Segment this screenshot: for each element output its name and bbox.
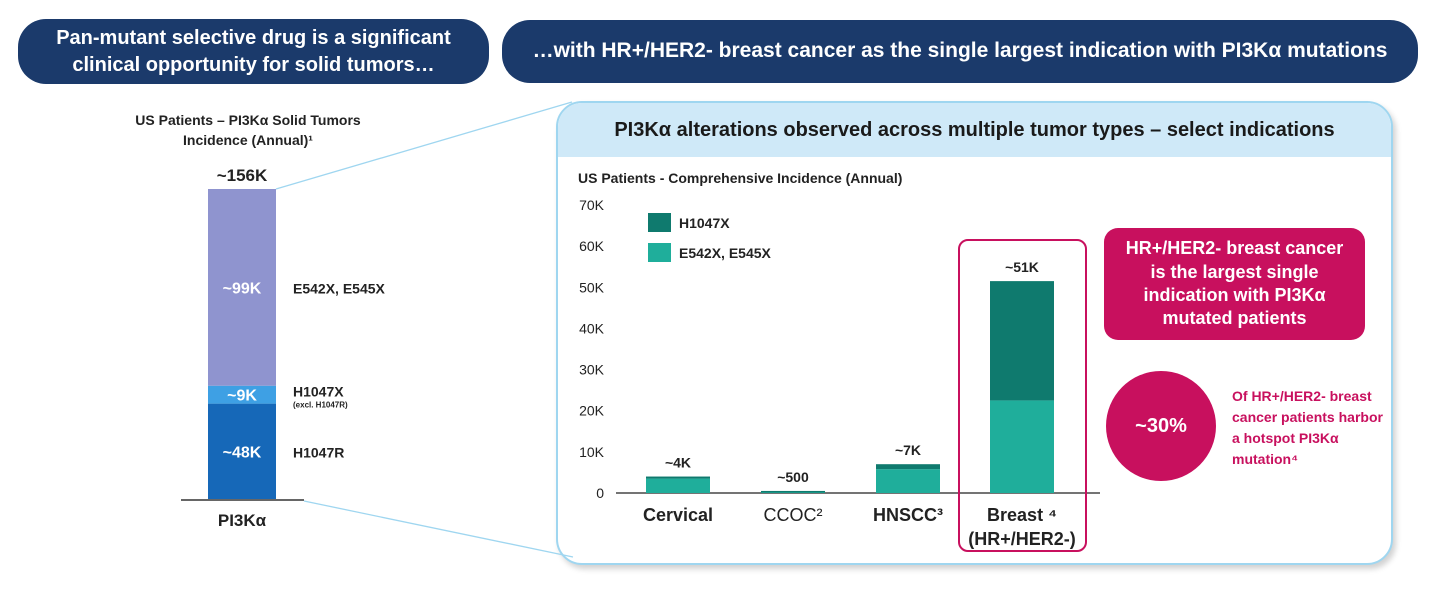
- y-tick-label-2: 20K: [579, 403, 605, 419]
- bar-2-1: [876, 464, 940, 470]
- connector-bottom: [303, 500, 574, 558]
- bar-total-label-3: ~51K: [1005, 259, 1039, 275]
- y-tick-label-3: 30K: [579, 362, 605, 378]
- y-tick-label-4: 40K: [579, 320, 605, 336]
- left-segment-value-1: ~9K: [227, 388, 257, 405]
- left-segment-name-1: H1047X: [293, 384, 344, 400]
- x-category-label-3-0: Breast ⁴: [987, 505, 1057, 525]
- left-segment-0: [208, 403, 276, 499]
- x-category-label-2-0: HNSCC³: [873, 505, 943, 525]
- left-segment-value-2: ~99K: [223, 280, 262, 297]
- bar-2-0: [876, 469, 940, 493]
- y-tick-label-5: 50K: [579, 279, 605, 295]
- x-category-label-1-0: CCOC²: [764, 505, 823, 525]
- x-category-label-0-0: Cervical: [643, 505, 713, 525]
- panel-title: PI3Kα alterations observed across multip…: [558, 103, 1391, 157]
- percent-circle: ~30%: [1106, 371, 1216, 481]
- percent-note: Of HR+/HER2- breast cancer patients harb…: [1232, 388, 1383, 467]
- left-segment-1: [208, 385, 276, 404]
- y-tick-label-1: 10K: [579, 444, 605, 460]
- percent-value: ~30%: [1135, 414, 1187, 437]
- headline-left-text: Pan-mutant selective drug is a significa…: [56, 26, 451, 76]
- left-segment-name-2: E542X, E545X: [293, 280, 386, 296]
- headline-left-pill: Pan-mutant selective drug is a significa…: [18, 19, 489, 84]
- breast-callout-text: HR+/HER2- breast cancer is the largest s…: [1125, 238, 1344, 329]
- left-segment-2: [208, 189, 276, 386]
- y-tick-label-6: 60K: [579, 238, 605, 254]
- bar-total-label-0: ~4K: [665, 455, 691, 471]
- left-segment-name-0: H1047R: [293, 444, 344, 460]
- left-total-label: ~156K: [217, 166, 268, 185]
- x-category-label-3-1: (HR+/HER2-): [968, 529, 1076, 549]
- headline-right-text: …with HR+/HER2- breast cancer as the sin…: [532, 39, 1388, 63]
- breast-callout-box: HR+/HER2- breast cancer is the largest s…: [1104, 228, 1365, 340]
- legend-label-1: E542X, E545X: [679, 245, 772, 261]
- left-segment-value-0: ~48K: [223, 444, 262, 461]
- y-tick-label-7: 70K: [579, 197, 605, 213]
- left-segment-sub-1: (excl. H1047R): [293, 401, 348, 410]
- legend-swatch-0: [648, 213, 671, 232]
- headline-right-pill: …with HR+/HER2- breast cancer as the sin…: [502, 20, 1418, 83]
- bar-1-1: [761, 490, 825, 493]
- bar-3-0: [990, 400, 1054, 493]
- bar-0-0: [646, 478, 710, 493]
- bar-0-1: [646, 476, 710, 479]
- bar-3-1: [990, 281, 1054, 401]
- legend-label-0: H1047X: [679, 215, 730, 231]
- breast-highlight-outline: [958, 239, 1087, 552]
- connector-top: [275, 101, 573, 190]
- left-chart-title: US Patients – PI3Kα Solid Tumors Inciden…: [135, 112, 361, 149]
- bar-total-label-1: ~500: [777, 469, 809, 485]
- left-category-label: PI3Kα: [218, 511, 267, 530]
- bar-total-label-2: ~7K: [895, 442, 921, 458]
- legend-swatch-1: [648, 243, 671, 262]
- chart-title: US Patients - Comprehensive Incidence (A…: [578, 170, 902, 186]
- y-tick-label-0: 0: [596, 485, 604, 501]
